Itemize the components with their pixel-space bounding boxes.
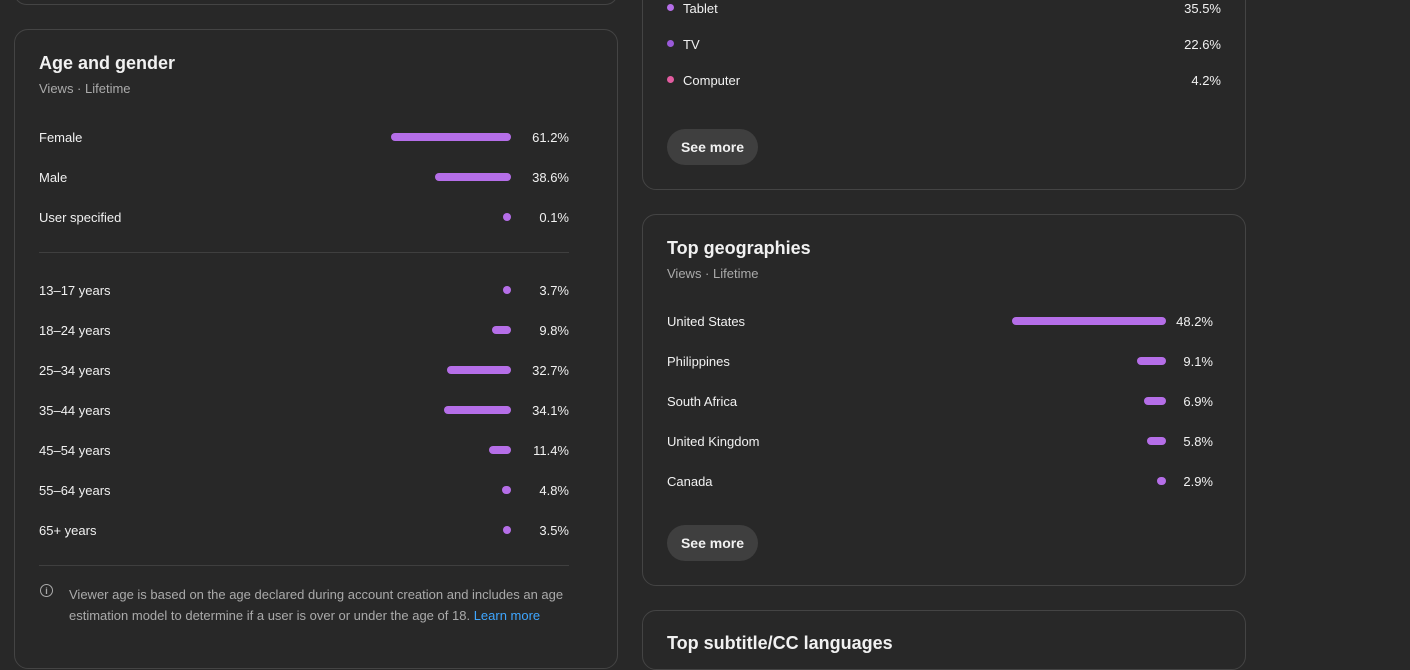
previous-card — [14, 0, 618, 5]
gender-percent: 0.1% — [539, 209, 569, 225]
age-bar — [503, 526, 511, 534]
geo-label: Canada — [667, 473, 713, 489]
subtitle-languages-title: Top subtitle/CC languages — [667, 633, 893, 653]
geo-bar — [1147, 437, 1166, 445]
divider — [39, 252, 569, 253]
see-more-button[interactable]: See more — [667, 525, 758, 561]
age-percent: 11.4% — [533, 442, 569, 458]
geographies-subtitle: Views · Lifetime — [667, 266, 759, 281]
divider — [39, 565, 569, 566]
gender-label: Male — [39, 169, 68, 185]
geo-percent: 9.1% — [1183, 353, 1213, 369]
age-percent: 3.7% — [539, 282, 569, 298]
geo-label: United States — [667, 313, 746, 329]
age-bar — [444, 406, 511, 414]
age-gender-card: Age and gender Views · Lifetime Female 61… — [14, 29, 618, 669]
device-percent: 4.2% — [1191, 72, 1221, 88]
see-more-button[interactable]: See more — [667, 129, 758, 165]
age-bar — [503, 286, 511, 294]
age-percent: 3.5% — [539, 522, 569, 538]
age-note-text: Viewer age is based on the age declared … — [69, 587, 564, 623]
gender-percent: 38.6% — [532, 169, 569, 185]
legend-dot-icon — [667, 4, 674, 11]
geo-label: United Kingdom — [667, 433, 760, 449]
age-label: 55–64 years — [39, 482, 111, 498]
geo-bar — [1143, 397, 1166, 405]
learn-more-link[interactable]: Learn more — [473, 608, 541, 623]
subtitle-languages-card: Top subtitle/CC languages — [642, 610, 1246, 670]
age-percent: 34.1% — [532, 402, 569, 418]
age-label: 13–17 years — [39, 282, 111, 298]
age-note: Viewer age is based on the age declared … — [69, 584, 589, 626]
device-percent: 22.6% — [1184, 36, 1221, 52]
age-percent: 9.8% — [539, 322, 569, 338]
gender-bar — [391, 133, 511, 141]
top-geographies-card: Top geographies Views · Lifetime United … — [642, 214, 1246, 586]
geo-percent: 6.9% — [1183, 393, 1213, 409]
age-label: 45–54 years — [39, 442, 111, 458]
age-bar — [488, 446, 511, 454]
geo-percent: 2.9% — [1183, 473, 1213, 489]
gender-bar — [435, 173, 511, 181]
gender-label: User specified — [39, 209, 122, 225]
age-gender-title: Age and gender — [39, 53, 176, 73]
age-bar — [491, 326, 511, 334]
info-icon: i — [40, 584, 53, 597]
gender-label: Female — [39, 129, 83, 145]
age-bar — [446, 366, 511, 374]
legend-dot-icon — [667, 40, 674, 47]
geo-percent: 5.8% — [1183, 433, 1213, 449]
geo-bar — [1156, 477, 1166, 485]
age-label: 35–44 years — [39, 402, 111, 418]
age-percent: 4.8% — [539, 482, 569, 498]
geographies-title: Top geographies — [667, 238, 811, 258]
device-percent: 35.5% — [1184, 0, 1221, 16]
geo-label: South Africa — [667, 393, 738, 409]
device-label: TV — [683, 36, 700, 52]
age-gender-subtitle: Views · Lifetime — [39, 81, 131, 96]
age-label: 65+ years — [39, 522, 97, 538]
age-label: 18–24 years — [39, 322, 111, 338]
geo-bar — [1136, 357, 1166, 365]
device-label: Computer — [683, 72, 741, 88]
gender-bar — [503, 213, 511, 221]
geo-label: Philippines — [667, 353, 730, 369]
device-label: Tablet — [683, 0, 718, 16]
geo-bar — [1012, 317, 1166, 325]
geo-percent: 48.2% — [1176, 313, 1213, 329]
device-type-card: Tablet 35.5% TV 22.6% Computer 4.2% See more — [642, 0, 1246, 190]
age-label: 25–34 years — [39, 362, 111, 378]
age-percent: 32.7% — [532, 362, 569, 378]
age-bar — [501, 486, 511, 494]
legend-dot-icon — [667, 76, 674, 83]
gender-percent: 61.2% — [532, 129, 569, 145]
